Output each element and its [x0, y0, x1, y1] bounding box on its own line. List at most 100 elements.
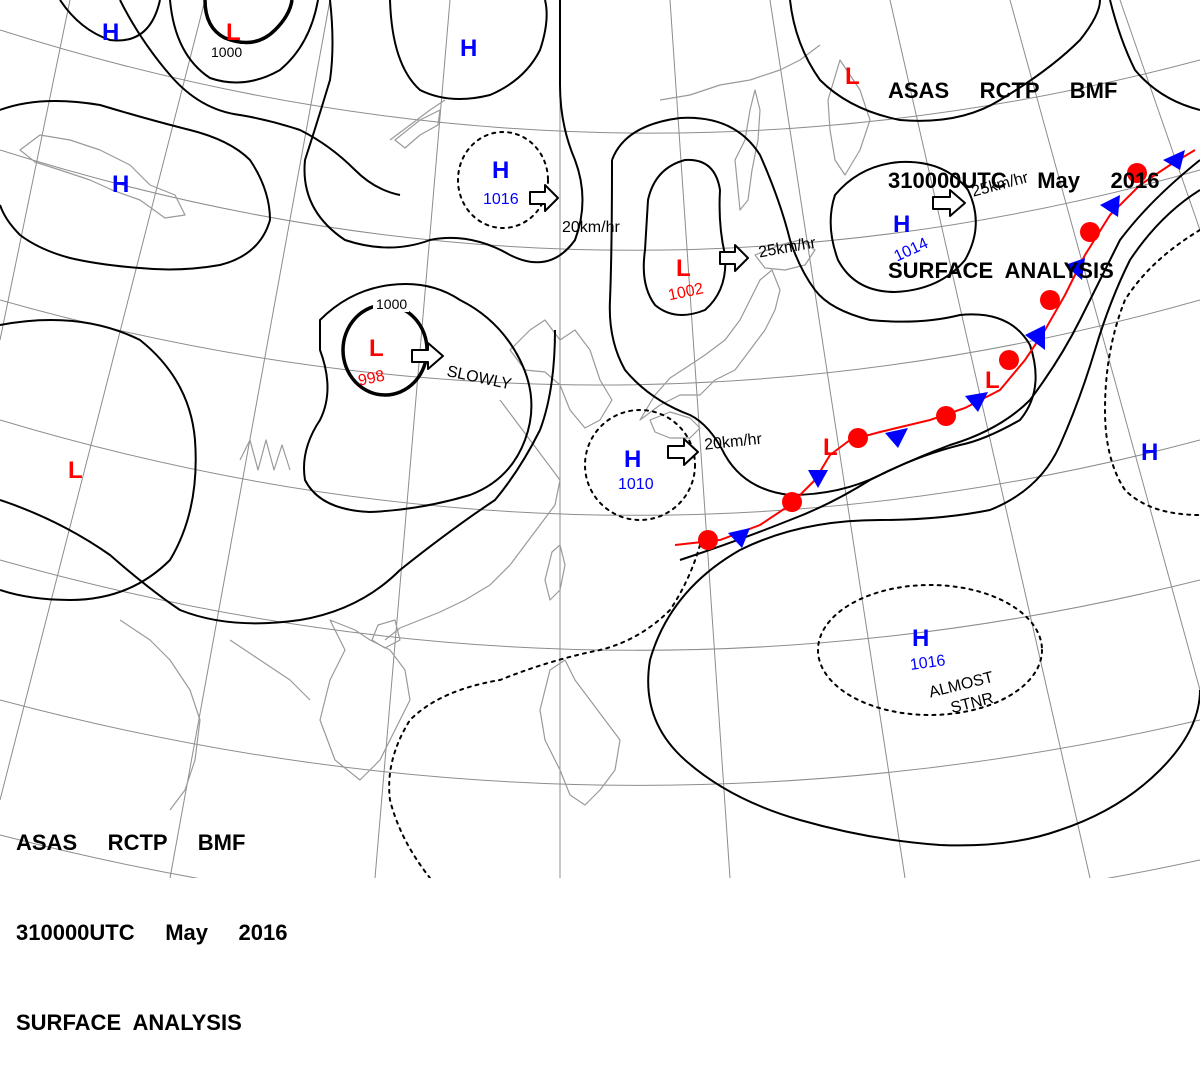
high-symbol: H	[112, 171, 129, 198]
pressure-value: 1016	[483, 191, 519, 208]
high-symbol: H	[460, 35, 477, 62]
arrow-l998	[411, 342, 444, 370]
isobar-central-2	[119, 0, 401, 196]
high-symbol: H	[102, 19, 119, 46]
cold-front-triangle	[1025, 325, 1045, 350]
pressure-center-symbols: H L H H H L L H L L H L L H H	[68, 19, 1158, 652]
korea-coast	[509, 319, 613, 429]
inland-wave-coast	[239, 439, 291, 471]
low-symbol: L	[823, 434, 838, 461]
low-symbol: L	[845, 63, 860, 90]
isobar-l-998-outer	[303, 283, 533, 513]
pressure-value: 1010	[618, 476, 654, 493]
isobar-h-1016-south-dashed	[817, 584, 1043, 716]
caspian-sea-coast	[19, 134, 186, 219]
movement-label-h1016: 20km/hr	[562, 219, 620, 236]
title-station-line: ASAS RCTP BMF	[888, 78, 1118, 103]
pressure-value: 1016	[909, 652, 947, 674]
pressure-value: 998	[357, 368, 387, 390]
movement-label-h1010: 20km/hr	[703, 431, 763, 454]
lake-coast	[394, 109, 441, 149]
low-symbol: L	[226, 19, 241, 46]
title-station-line: ASAS RCTP BMF	[16, 830, 246, 855]
china-coast	[384, 399, 561, 641]
isobar-label-1000-north: 1000	[211, 44, 242, 60]
warm-front-semicircle	[848, 428, 868, 448]
warm-front-semicircle	[1080, 222, 1100, 242]
warm-front-semicircle	[1127, 163, 1147, 183]
bay-coast	[229, 639, 311, 701]
arrow-h1010	[667, 438, 699, 466]
isobar-south-1	[647, 189, 1200, 847]
isobar-ne	[789, 0, 1101, 122]
title-block-top-right: ASAS RCTP BMF 310000UTC May 2016 SURFACE…	[888, 16, 1160, 316]
isobar-h-1010-dashed	[584, 409, 696, 521]
title-time-line: 310000UTC May 2016	[888, 168, 1160, 193]
title-block-bottom-left: ASAS RCTP BMF 310000UTC May 2016 SURFACE…	[16, 768, 288, 1068]
isobar-h-1014	[829, 160, 977, 293]
isobar-1000-north	[203, 0, 294, 45]
graticule	[0, 0, 1200, 878]
weather-map: 1000 1000	[0, 0, 1200, 878]
isobar-nw-top	[59, 0, 161, 42]
isobar-sw-dashed	[388, 544, 701, 878]
high-symbol: H	[624, 446, 641, 473]
isobar-labels: 1000 1000	[208, 44, 409, 312]
cold-front-triangle	[1100, 195, 1120, 217]
isobar-front-parallel	[679, 159, 1200, 561]
low-symbol: L	[985, 367, 1000, 394]
high-symbol: H	[912, 625, 929, 652]
isobars-dashed	[388, 131, 1200, 878]
cold-front-triangle	[965, 392, 988, 412]
kamchatka-coast	[827, 59, 871, 176]
isobar-h-1016-dashed	[457, 131, 549, 229]
sakhalin-coast	[734, 89, 761, 211]
isobar-sweep-1	[0, 329, 556, 625]
warm-front-semicircle	[698, 530, 718, 550]
cold-front-triangle	[1065, 258, 1085, 280]
isobar-l-1002-outer	[608, 116, 1037, 496]
india-coast	[119, 619, 201, 811]
low-symbol: L	[68, 457, 83, 484]
cold-front-triangle	[885, 428, 908, 448]
warm-front-semicircle	[999, 350, 1019, 370]
warm-front-semicircle	[782, 492, 802, 512]
cold-front-triangle	[728, 528, 750, 548]
indochina-coast	[319, 619, 411, 781]
isobar-ne-2	[1109, 0, 1200, 111]
high-symbol: H	[1141, 439, 1158, 466]
japan-coast	[639, 269, 781, 421]
coastlines	[19, 44, 871, 811]
warm-front-symbols	[698, 163, 1147, 550]
lake-baikal-coast	[389, 99, 446, 141]
isobar-central-1	[303, 0, 584, 264]
isobar-l-north-outer	[169, 0, 319, 84]
okhotsk-coast	[659, 44, 821, 101]
title-time-line: 310000UTC May 2016	[16, 920, 288, 945]
arrow-l1002	[719, 244, 749, 272]
kyushu-coast	[649, 411, 701, 439]
warm-front-semicircle	[1040, 290, 1060, 310]
isobar-west-big	[0, 319, 197, 601]
cold-front-triangle	[1163, 150, 1185, 170]
title-product-line: SURFACE ANALYSIS	[888, 258, 1114, 283]
isobar-east-dashed	[1103, 229, 1200, 516]
hokkaido-coast	[754, 239, 816, 271]
arrow-h1016	[529, 184, 559, 212]
stationary-front	[674, 149, 1196, 550]
cold-front-triangle	[808, 470, 828, 488]
isobar-south-2	[1059, 689, 1200, 831]
movement-arrows	[411, 184, 966, 466]
arrow-h1014	[932, 189, 966, 217]
isobar-h-north	[389, 0, 548, 100]
low-symbol: L	[369, 335, 384, 362]
taiwan-coast	[544, 544, 566, 601]
cold-front-symbols	[728, 150, 1185, 548]
title-product-line: SURFACE ANALYSIS	[16, 1010, 242, 1035]
high-symbol: H	[893, 211, 910, 238]
warm-front-semicircle	[936, 406, 956, 426]
hainan-coast	[371, 619, 401, 649]
high-symbol: H	[492, 157, 509, 184]
philippines-coast	[539, 659, 621, 806]
isobar-mongolia-high	[0, 100, 271, 271]
